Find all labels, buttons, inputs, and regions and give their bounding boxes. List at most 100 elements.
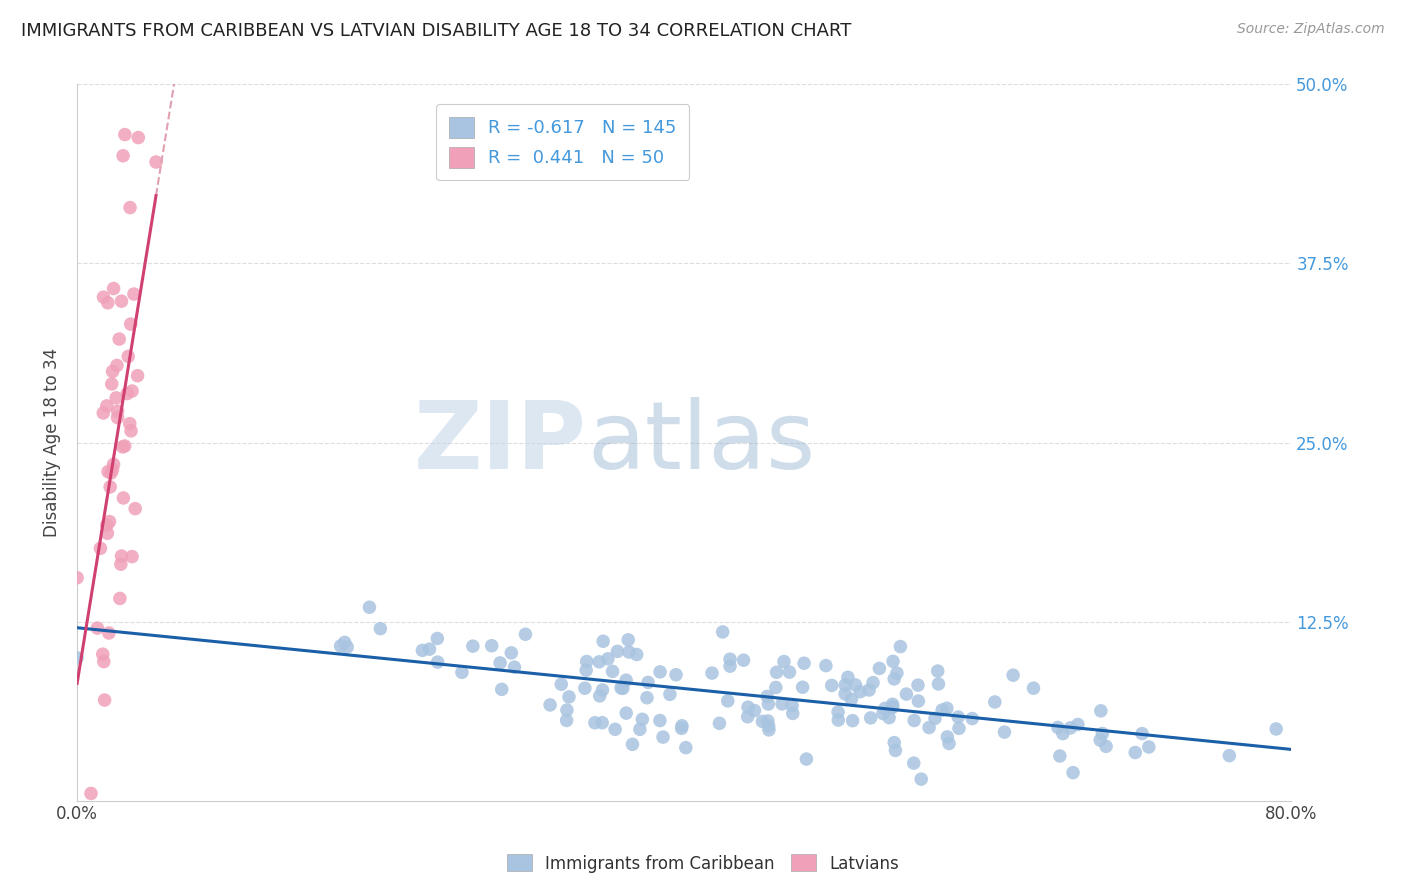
Point: [889, 640, 911, 654]
Point: [112, 491, 135, 505]
Point: [108, 332, 131, 346]
Point: [765, 681, 787, 695]
Point: [628, 723, 651, 737]
Point: [1130, 726, 1153, 740]
Point: [93, 290, 115, 304]
Point: [127, 368, 149, 383]
Point: [127, 130, 149, 145]
Point: [814, 658, 837, 673]
Point: [765, 665, 787, 680]
Point: [718, 659, 741, 673]
Point: [883, 672, 905, 686]
Point: [896, 687, 918, 701]
Point: [550, 677, 572, 691]
Point: [97, 295, 120, 310]
Point: [924, 711, 946, 725]
Point: [96, 399, 118, 413]
Point: [711, 624, 734, 639]
Point: [121, 549, 143, 564]
Point: [948, 710, 970, 724]
Point: [938, 737, 960, 751]
Point: [637, 675, 659, 690]
Point: [751, 714, 773, 729]
Point: [574, 681, 596, 696]
Point: [756, 690, 779, 704]
Point: [66, 571, 89, 585]
Point: [80, 787, 103, 801]
Point: [621, 737, 644, 751]
Point: [614, 673, 637, 688]
Point: [121, 384, 143, 398]
Point: [503, 660, 526, 674]
Point: [489, 656, 512, 670]
Point: [115, 386, 138, 401]
Point: [883, 736, 905, 750]
Point: [110, 558, 132, 572]
Point: [100, 466, 122, 480]
Point: [700, 666, 723, 681]
Point: [96, 526, 118, 541]
Point: [882, 698, 904, 712]
Point: [105, 359, 128, 373]
Point: [709, 716, 731, 731]
Point: [931, 703, 953, 717]
Point: [665, 667, 688, 681]
Point: [918, 721, 941, 735]
Point: [827, 713, 849, 727]
Point: [733, 653, 755, 667]
Point: [98, 480, 121, 494]
Point: [758, 723, 780, 737]
Point: [592, 634, 614, 648]
Point: [359, 600, 381, 615]
Point: [575, 663, 598, 677]
Point: [107, 404, 129, 418]
Point: [558, 690, 581, 704]
Point: [100, 376, 122, 391]
Point: [882, 654, 904, 668]
Point: [1091, 726, 1114, 740]
Point: [91, 647, 114, 661]
Point: [555, 714, 578, 728]
Point: [336, 640, 359, 654]
Point: [538, 698, 561, 712]
Point: [903, 756, 925, 771]
Point: [329, 639, 352, 653]
Point: [877, 711, 900, 725]
Point: [1067, 717, 1090, 731]
Point: [873, 701, 896, 715]
Point: [837, 670, 859, 684]
Point: [110, 294, 132, 309]
Point: [426, 632, 449, 646]
Point: [1218, 748, 1240, 763]
Point: [671, 719, 693, 733]
Point: [1123, 746, 1146, 760]
Point: [107, 410, 129, 425]
Point: [671, 722, 693, 736]
Point: [886, 666, 908, 681]
Point: [1090, 704, 1112, 718]
Point: [844, 678, 866, 692]
Point: [103, 458, 125, 472]
Point: [782, 706, 804, 721]
Point: [451, 665, 474, 680]
Point: [717, 694, 740, 708]
Point: [841, 714, 863, 728]
Point: [603, 723, 626, 737]
Point: [101, 364, 124, 378]
Point: [112, 149, 135, 163]
Point: [882, 699, 904, 714]
Legend: Immigrants from Caribbean, Latvians: Immigrants from Caribbean, Latvians: [501, 847, 905, 880]
Point: [333, 635, 356, 649]
Point: [575, 655, 598, 669]
Point: [491, 682, 513, 697]
Point: [612, 681, 634, 696]
Point: [426, 655, 449, 669]
Point: [756, 714, 779, 728]
Point: [626, 648, 648, 662]
Point: [793, 657, 815, 671]
Point: [827, 705, 849, 719]
Point: [773, 655, 796, 669]
Point: [589, 689, 612, 703]
Point: [118, 201, 141, 215]
Text: IMMIGRANTS FROM CARIBBEAN VS LATVIAN DISABILITY AGE 18 TO 34 CORRELATION CHART: IMMIGRANTS FROM CARIBBEAN VS LATVIAN DIS…: [21, 22, 852, 40]
